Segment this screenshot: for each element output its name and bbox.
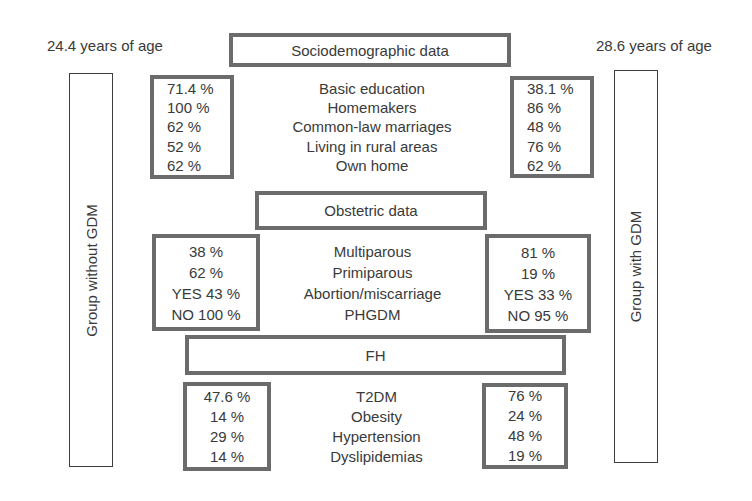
socio-left-value: 62 % bbox=[167, 156, 201, 175]
socio-right-value: 38.1 % bbox=[527, 79, 574, 98]
obstetric-header-box: Obstetric data bbox=[255, 191, 487, 230]
fh-right-value: 48 % bbox=[508, 426, 542, 446]
obstetric-right-value: YES 33 % bbox=[504, 284, 572, 305]
socio-left-value: 52 % bbox=[167, 137, 201, 156]
group-with-gdm-bar: Group with GDM bbox=[614, 70, 658, 463]
fh-right-values-box: 76 % 24 % 48 % 19 % bbox=[482, 383, 568, 469]
fh-left-values-box: 47.6 % 14 % 29 % 14 % bbox=[183, 382, 271, 471]
gdm-comparison-figure: 24.4 years of age 28.6 years of age Grou… bbox=[0, 0, 752, 501]
socio-left-value: 100 % bbox=[167, 98, 210, 117]
sociodemographic-header-box: Sociodemographic data bbox=[229, 33, 511, 67]
fh-header-box: FH bbox=[185, 335, 566, 375]
fh-label: Hypertension bbox=[332, 427, 420, 447]
group-without-gdm-label: Group without GDM bbox=[83, 204, 100, 337]
fh-labels: T2DM Obesity Hypertension Dyslipidemias bbox=[271, 382, 482, 471]
fh-right-value: 24 % bbox=[508, 406, 542, 426]
fh-right-value: 76 % bbox=[508, 386, 542, 406]
obstetric-label: Abortion/miscarriage bbox=[304, 283, 442, 304]
fh-title: FH bbox=[366, 347, 386, 364]
socio-right-value: 62 % bbox=[527, 156, 561, 175]
group-without-gdm-bar: Group without GDM bbox=[69, 73, 113, 467]
socio-label: Living in rural areas bbox=[307, 137, 438, 156]
obstetric-left-values-box: 38 % 62 % YES 43 % NO 100 % bbox=[152, 234, 260, 331]
obstetric-left-value: 38 % bbox=[189, 241, 223, 262]
socio-label: Common-law marriages bbox=[292, 117, 451, 136]
fh-label: T2DM bbox=[356, 387, 397, 407]
socio-left-value: 71.4 % bbox=[167, 79, 214, 98]
socio-right-value: 48 % bbox=[527, 117, 561, 136]
fh-right-value: 19 % bbox=[508, 446, 542, 466]
obstetric-title: Obstetric data bbox=[324, 202, 417, 219]
left-group-age: 24.4 years of age bbox=[47, 37, 163, 54]
socio-label: Homemakers bbox=[327, 98, 416, 117]
obstetric-left-value: YES 43 % bbox=[172, 283, 240, 304]
socio-right-value: 76 % bbox=[527, 137, 561, 156]
fh-label: Dyslipidemias bbox=[330, 447, 423, 467]
socio-left-value: 62 % bbox=[167, 117, 201, 136]
obstetric-label: Primiparous bbox=[332, 262, 412, 283]
obstetric-right-values-box: 81 % 19 % YES 33 % NO 95 % bbox=[485, 234, 591, 333]
obstetric-left-value: NO 100 % bbox=[171, 304, 240, 325]
obstetric-right-value: 19 % bbox=[521, 263, 555, 284]
fh-left-value: 14 % bbox=[210, 407, 244, 427]
obstetric-right-value: NO 95 % bbox=[508, 305, 569, 326]
obstetric-labels: Multiparous Primiparous Abortion/miscarr… bbox=[260, 234, 485, 331]
fh-left-value: 14 % bbox=[210, 447, 244, 467]
obstetric-label: PHGDM bbox=[345, 304, 401, 325]
sociodemographic-labels: Basic education Homemakers Common-law ma… bbox=[234, 75, 510, 179]
obstetric-left-value: 62 % bbox=[189, 262, 223, 283]
socio-label: Basic education bbox=[319, 79, 425, 98]
socio-label: Own home bbox=[336, 156, 409, 175]
obstetric-label: Multiparous bbox=[334, 241, 412, 262]
socio-right-value: 86 % bbox=[527, 98, 561, 117]
fh-label: Obesity bbox=[351, 407, 402, 427]
sociodemographic-title: Sociodemographic data bbox=[291, 42, 449, 59]
right-group-age: 28.6 years of age bbox=[596, 37, 712, 54]
fh-left-value: 47.6 % bbox=[204, 387, 251, 407]
sociodemographic-right-values-box: 38.1 % 86 % 48 % 76 % 62 % bbox=[510, 76, 594, 178]
group-with-gdm-label: Group with GDM bbox=[628, 211, 645, 323]
sociodemographic-left-values-box: 71.4 % 100 % 62 % 52 % 62 % bbox=[150, 75, 234, 179]
obstetric-right-value: 81 % bbox=[521, 242, 555, 263]
fh-left-value: 29 % bbox=[210, 427, 244, 447]
